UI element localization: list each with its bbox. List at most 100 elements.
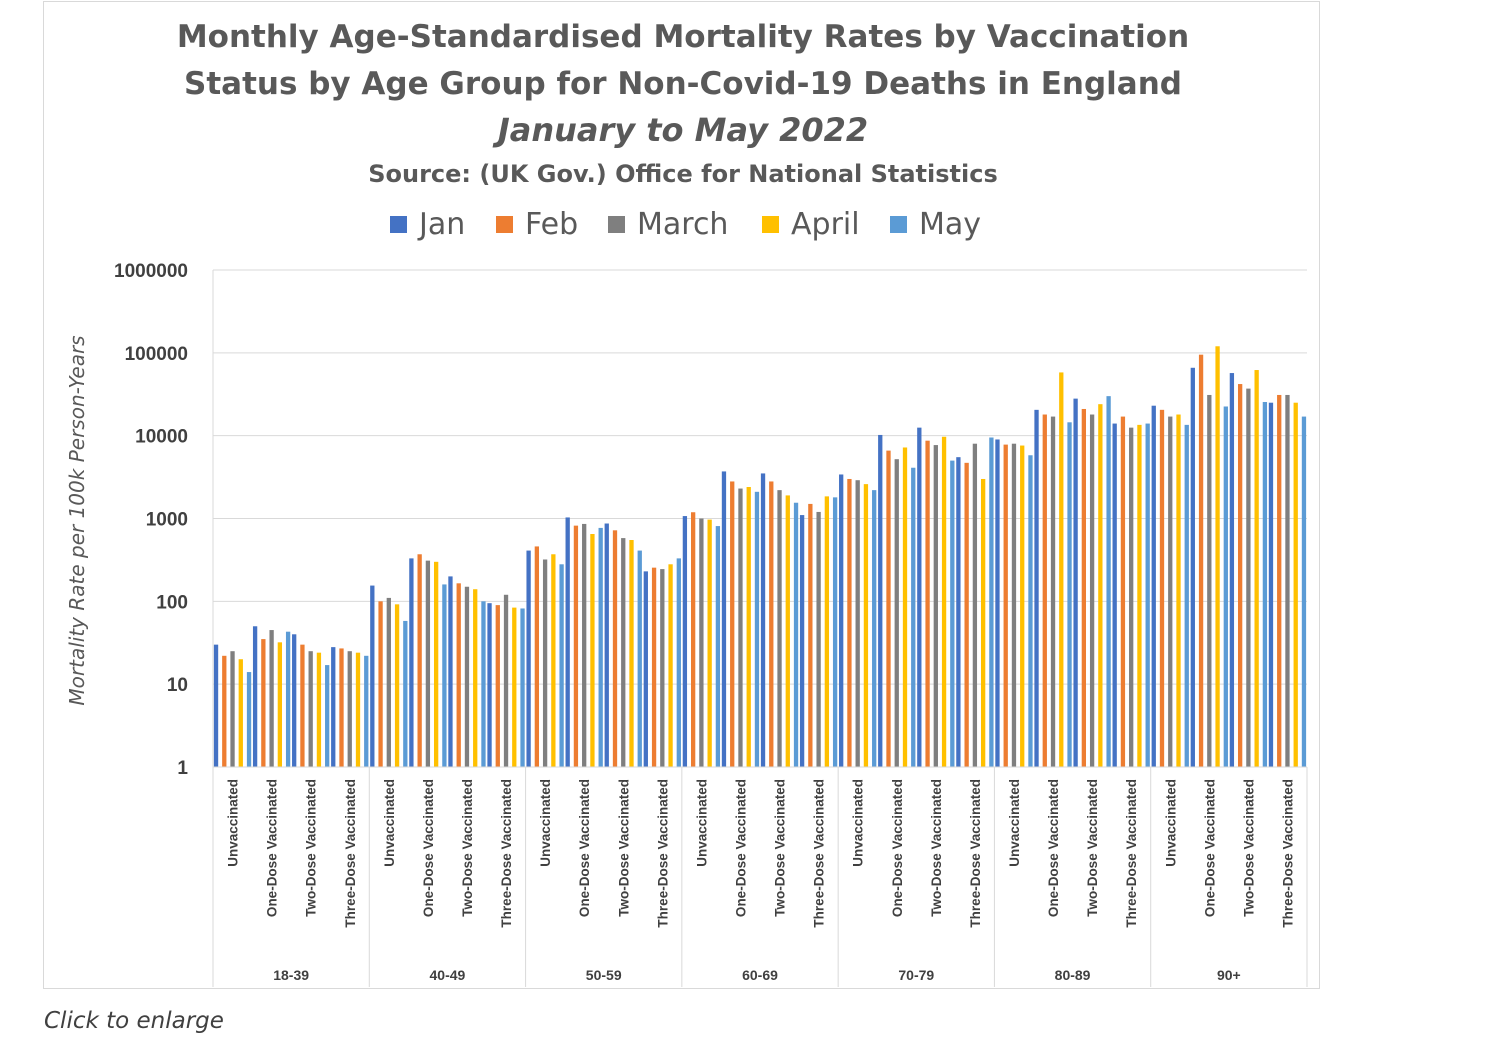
x-tick-label: Two-Dose Vaccinated	[773, 779, 788, 917]
x-tick-label: Three-Dose Vaccinated	[1280, 779, 1295, 928]
bar-april-20	[1020, 445, 1025, 767]
bar-feb-4	[378, 601, 383, 767]
bar-april-0	[238, 659, 243, 767]
legend-item-may: May	[890, 207, 981, 242]
bar-feb-7	[495, 605, 500, 767]
bar-march-13	[738, 488, 743, 767]
age-group-label: 50-59	[586, 967, 622, 983]
bar-may-14	[793, 502, 799, 767]
bar-march-6	[464, 586, 470, 767]
bar-jan-22	[1073, 398, 1078, 767]
bar-april-16	[863, 484, 869, 767]
bar-march-12	[699, 518, 704, 767]
bar-april-24	[1176, 414, 1181, 767]
bar-jan-23	[1112, 423, 1117, 767]
bar-feb-18	[925, 440, 930, 767]
chart-axes: 1 10 100 1000 10000 100000 1000000 Unvaccinated…	[114, 261, 1308, 987]
x-tick-label: Two-Dose Vaccinated	[460, 779, 475, 917]
bar-april-25	[1215, 346, 1220, 767]
bar-may-9	[598, 527, 603, 767]
x-tick-label: Three-Dose Vaccinated	[343, 779, 358, 928]
bar-feb-12	[690, 512, 696, 767]
bar-march-18	[933, 445, 938, 767]
bar-jan-11	[643, 571, 648, 767]
legend-label: Feb	[525, 207, 578, 242]
legend-label: May	[919, 207, 981, 242]
bar-march-19	[972, 443, 978, 767]
bar-jan-21	[1034, 409, 1039, 767]
click-to-enlarge-link[interactable]: Click to enlarge	[44, 1008, 224, 1034]
bar-feb-16	[847, 478, 852, 767]
bar-may-17	[911, 467, 916, 767]
x-tick-label: Unvaccinated	[538, 779, 553, 867]
chart-source: Source: (UK Gov.) Office for National St…	[368, 160, 998, 188]
bar-feb-2	[300, 644, 305, 767]
bar-april-22	[1098, 404, 1103, 767]
bar-jan-20	[995, 439, 1000, 767]
bar-may-3	[364, 655, 369, 767]
bar-april-27	[1293, 402, 1298, 767]
chart-subtitle: January to May 2022	[492, 111, 868, 149]
x-tick-label: Unvaccinated	[1163, 779, 1178, 867]
x-tick-label: Two-Dose Vaccinated	[929, 779, 944, 917]
bar-april-14	[785, 495, 790, 767]
bar-may-10	[637, 550, 642, 767]
x-tick-label: Two-Dose Vaccinated	[1241, 779, 1256, 917]
bar-may-0	[246, 672, 252, 767]
legend-label: Jan	[417, 207, 465, 242]
bar-march-11	[660, 569, 665, 767]
bar-feb-19	[964, 462, 969, 767]
bar-may-2	[325, 665, 330, 767]
age-group-label: 80-89	[1055, 967, 1091, 983]
legend-swatch	[762, 216, 779, 233]
legend-label: April	[791, 207, 860, 242]
bar-march-24	[1168, 416, 1173, 767]
bar-may-20	[1028, 455, 1033, 767]
bar-april-13	[746, 487, 751, 767]
x-tick-label: Unvaccinated	[382, 779, 397, 867]
legend-item-jan: Jan	[390, 207, 465, 242]
chart-canvas: Monthly Age-Standardised Mortality Rates…	[65, 19, 1308, 987]
bar-may-1	[285, 631, 291, 767]
x-tick-label: Three-Dose Vaccinated	[968, 779, 983, 928]
bar-march-22	[1089, 414, 1095, 767]
bar-march-7	[503, 594, 509, 767]
x-tick-label: One-Dose Vaccinated	[421, 779, 436, 917]
bar-april-7	[512, 607, 517, 767]
y-tick-label: 1	[177, 758, 188, 779]
bar-feb-17	[886, 450, 891, 767]
bar-april-17	[902, 447, 908, 767]
bar-april-1	[277, 642, 283, 767]
bar-feb-26	[1237, 384, 1243, 767]
bar-may-13	[754, 491, 760, 767]
bar-may-23	[1145, 423, 1150, 767]
bar-feb-21	[1042, 414, 1047, 767]
bar-jan-12	[682, 516, 688, 767]
x-tick-label: One-Dose Vaccinated	[265, 779, 280, 917]
bar-april-26	[1254, 370, 1259, 767]
x-tick-label: Three-Dose Vaccinated	[812, 779, 827, 928]
chart-legend: Jan Feb March April May	[390, 207, 981, 242]
bar-april-11	[668, 564, 673, 767]
bar-jan-2	[292, 634, 297, 767]
y-tick-label: 1000	[146, 510, 188, 531]
legend-item-april: April	[762, 207, 860, 242]
bar-may-4	[403, 620, 408, 767]
x-tick-label: Three-Dose Vaccinated	[1124, 779, 1139, 928]
legend-swatch	[608, 216, 625, 233]
legend-swatch	[496, 216, 513, 233]
bar-march-3	[347, 651, 352, 767]
age-group-label: 90+	[1217, 967, 1241, 983]
bar-jan-25	[1190, 367, 1195, 767]
bar-march-9	[582, 523, 587, 767]
bar-jan-10	[604, 523, 609, 767]
bar-may-12	[715, 526, 721, 767]
bar-feb-13	[730, 481, 735, 767]
bar-march-10	[621, 538, 626, 767]
bar-feb-11	[651, 567, 657, 767]
chart-title-line1: Monthly Age-Standardised Mortality Rates…	[177, 19, 1189, 55]
bar-march-21	[1050, 416, 1056, 767]
bar-april-10	[629, 540, 634, 767]
bar-jan-26	[1229, 373, 1235, 767]
bar-april-6	[473, 589, 478, 767]
